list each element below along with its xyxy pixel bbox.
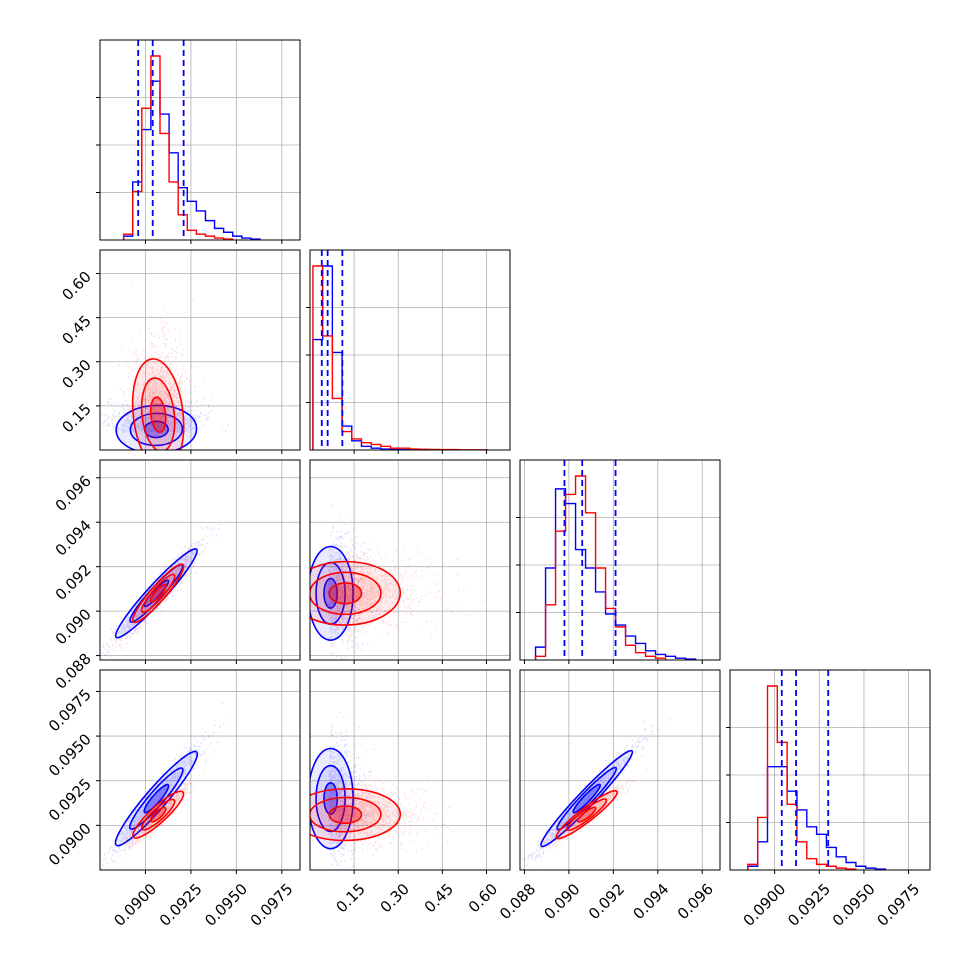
panel-3-0: 0.09000.09250.09500.09750.09000.09250.09… [45,669,301,930]
panel-content [312,250,489,450]
x-tick-label: 0.094 [629,880,672,923]
x-tick-label: 0.090 [541,880,584,923]
scatter-series-0 [328,504,386,660]
y-tick-label: 0.45 [58,312,94,348]
y-tick-label: 0.0900 [45,819,95,869]
panel-frame [309,669,511,871]
contour-series-1 [140,798,176,831]
panel-frame [519,459,721,661]
panel-frame [99,249,301,451]
panel-content [747,670,887,870]
contour-series-0 [310,545,354,641]
histogram-series-1 [534,475,667,660]
panel-content [520,718,672,870]
panel-1-1 [306,249,511,454]
panel-2-2 [516,459,721,664]
histogram-series-0 [122,80,261,240]
panel-content [100,702,231,870]
y-tick-label: 0.0975 [45,686,95,736]
histogram-series-1 [747,685,857,870]
x-tick-label: 0.15 [333,880,369,916]
x-tick-label: 0.0925 [156,880,206,930]
panel-3-1: 0.15 0.30 0.45 0.60 [309,669,511,916]
scatter-series-1 [335,774,454,860]
histogram-series-1 [122,55,234,240]
contour-series-1 [310,571,382,616]
contour-series-1 [576,806,597,823]
x-tick-label: 0.0925 [784,880,834,930]
contour-series-0 [572,783,602,814]
contour-series-1 [149,396,167,433]
contour-series-1 [131,563,185,624]
x-tick-label: 0.30 [377,880,413,916]
panel-frame [309,249,511,451]
x-tick-label: 0.0975 [247,880,297,930]
scatter-series-1 [119,283,202,426]
y-tick-label: 0.30 [58,356,94,392]
x-tick-label: 0.092 [585,880,628,923]
y-tick-label: 0.0950 [45,730,95,780]
contour-series-1 [140,377,176,450]
panel-frame [519,669,721,871]
panel-content [310,711,454,870]
panel-content [100,523,220,660]
y-tick-label: 0.0925 [45,775,95,825]
contour-series-1 [566,798,608,832]
panel-frame [309,459,511,661]
x-tick-label: 0.0950 [829,880,879,930]
contour-series-0 [143,783,170,814]
contour-series-1 [310,788,402,842]
y-tick-label: 0.090 [52,605,95,648]
contour-series-0 [114,750,199,847]
contour-series-1 [131,358,185,450]
contour-series-1 [132,790,185,839]
panel-2-1 [309,459,511,664]
y-tick-label: 0.088 [52,650,95,693]
histogram-series-1 [312,265,489,450]
contour-series-0 [128,767,184,830]
panel-1-0: 0.15 0.30 0.45 0.60 [58,249,301,454]
histogram-series-0 [747,766,887,870]
y-tick-label: 0.096 [52,472,95,515]
x-tick-label: 0.0900 [110,880,160,930]
panel-frame [729,669,931,871]
panel-0-0 [96,39,301,244]
panel-3-2: 0.088 0.090 0.092 0.094 0.096 [496,669,721,923]
x-tick-label: 0.0975 [873,880,923,930]
panel-content [122,40,261,240]
contour-series-1 [149,806,167,823]
y-tick-label: 0.094 [52,516,95,559]
x-tick-label: 0.0950 [201,880,251,930]
x-tick-label: 0.45 [421,880,457,916]
x-tick-label: 0.0900 [740,880,790,930]
y-tick-label: 0.60 [58,268,94,304]
contour-series-1 [328,582,363,605]
contour-series-1 [310,796,382,833]
contour-series-1 [310,560,402,626]
contour-series-1 [555,789,618,840]
panel-content [100,283,229,450]
panel-frame [99,39,301,241]
panel-frame [99,669,301,871]
panel-frame [99,459,301,661]
y-tick-label: 0.092 [52,561,95,604]
panel-content [310,504,484,660]
y-tick-label: 0.15 [58,400,94,436]
contour-series-1 [149,583,167,603]
x-tick-label: 0.096 [674,880,717,923]
panel-content [534,460,697,660]
contour-series-1 [328,805,363,825]
x-tick-label: 0.088 [496,880,539,923]
contour-series-1 [140,573,176,614]
